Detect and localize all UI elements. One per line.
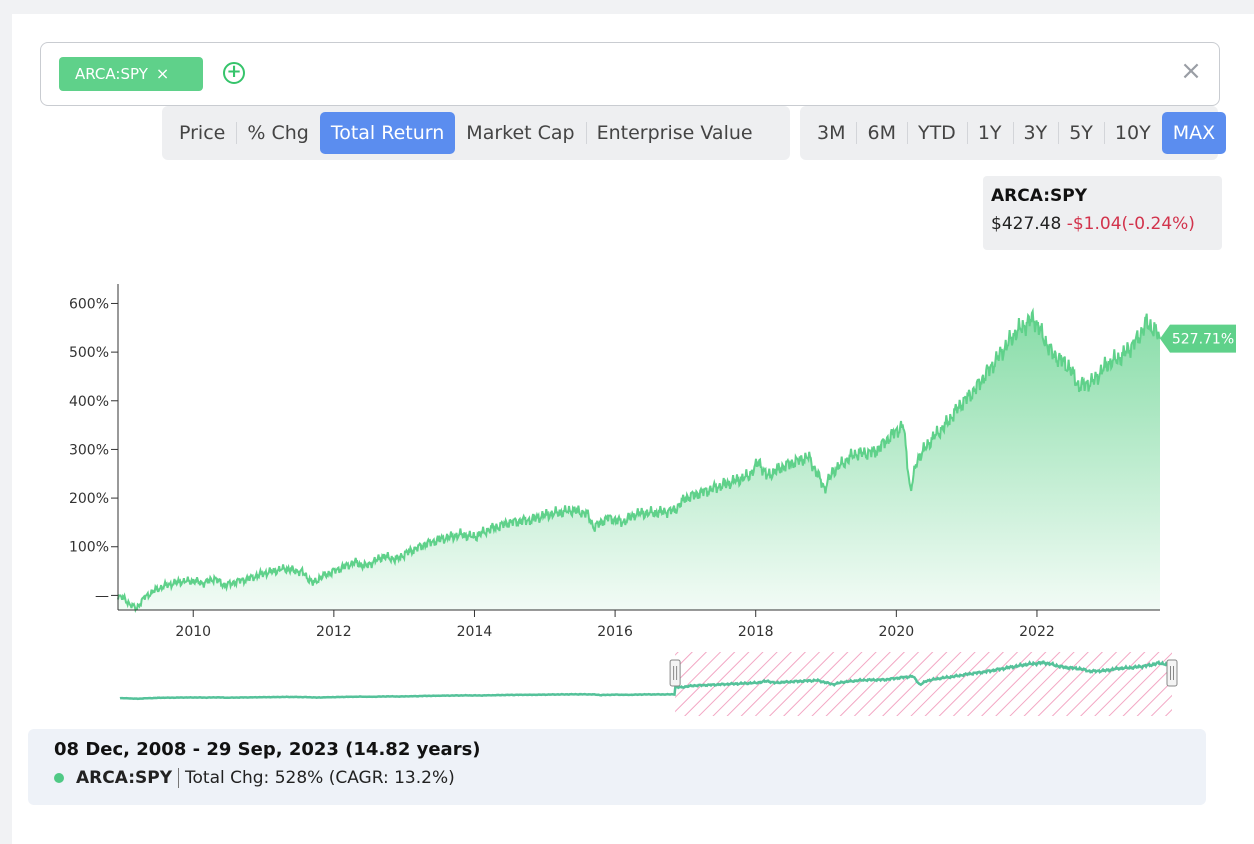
x-tick-label: 2012 (316, 624, 352, 640)
metric-option[interactable]: Price (179, 122, 226, 144)
x-tick-label: 2014 (457, 624, 493, 640)
add-ticker-icon[interactable]: + (223, 62, 245, 84)
y-tick-label: 200% (69, 491, 109, 507)
range-option[interactable]: 3M (817, 122, 846, 144)
summary-panel: 08 Dec, 2008 - 29 Sep, 2023 (14.82 years… (28, 729, 1206, 805)
navigator-line (119, 660, 1173, 701)
metric-option[interactable]: % Chg (236, 112, 319, 154)
x-tick-label: 2022 (1019, 624, 1055, 640)
metric-selector: Price % Chg Total Return Market Cap Enterpri… (162, 106, 790, 160)
date-range: 08 Dec, 2008 - 29 Sep, 2023 (14.82 years… (54, 739, 481, 760)
navigator-handle-right (1166, 659, 1178, 687)
range-option[interactable]: 3Y (1012, 112, 1059, 154)
ticker-chip[interactable]: ARCA:SPY × (59, 57, 203, 91)
last-value-label: 527.71% (1172, 332, 1234, 348)
range-option[interactable]: 1Y (966, 112, 1013, 154)
range-option[interactable]: 6M (856, 112, 906, 154)
ticker-chip-label: ARCA:SPY (75, 65, 148, 83)
last-value-flag (1160, 324, 1236, 353)
tooltip-price: $427.48 (991, 214, 1062, 234)
series-dot-icon (54, 773, 64, 783)
metric-option[interactable]: Enterprise Value (585, 112, 764, 154)
y-tick-label: 400% (69, 394, 109, 410)
y-tick-label: 500% (69, 345, 109, 361)
y-tick-label: — (95, 588, 109, 604)
y-tick-label: 300% (69, 442, 109, 458)
ticker-input[interactable]: ARCA:SPY × + × (40, 42, 1220, 106)
tooltip-price-line: $427.48 -$1.04(-0.24%) (991, 214, 1214, 234)
metric-option[interactable]: Market Cap (466, 122, 575, 144)
summary-ticker: ARCA:SPY (76, 768, 180, 788)
x-tick-label: 2020 (879, 624, 915, 640)
metric-option[interactable]: Total Return (319, 112, 456, 154)
summary-row: ARCA:SPY Total Chg: 528% (CAGR: 13.2%) (54, 768, 1180, 788)
x-tick-label: 2016 (597, 624, 633, 640)
x-tick-label: 2010 (175, 624, 211, 640)
range-option[interactable]: 10Y (1103, 112, 1162, 154)
range-option[interactable]: 5Y (1058, 112, 1104, 154)
y-tick-label: 600% (69, 296, 109, 312)
tooltip-change: -$1.04(-0.24%) (1066, 214, 1195, 234)
price-tooltip: ARCA:SPY $427.48 -$1.04(-0.24%) (983, 176, 1222, 250)
series-area (118, 311, 1160, 610)
total-change: Total Chg: 528% (CAGR: 13.2%) (185, 768, 455, 788)
tooltip-ticker: ARCA:SPY (991, 186, 1088, 206)
x-tick-label: 2018 (738, 624, 774, 640)
navigator-handle-left (669, 659, 681, 687)
clear-icon[interactable]: × (1180, 56, 1202, 86)
remove-ticker-icon[interactable]: × (155, 64, 170, 83)
range-option[interactable]: YTD (906, 112, 967, 154)
range-selector: 3M 6M YTD 1Y 3Y 5Y 10Y MAX (800, 106, 1227, 160)
series-line (117, 307, 1161, 613)
y-tick-label: 100% (69, 540, 109, 556)
range-option[interactable]: MAX (1161, 112, 1227, 154)
